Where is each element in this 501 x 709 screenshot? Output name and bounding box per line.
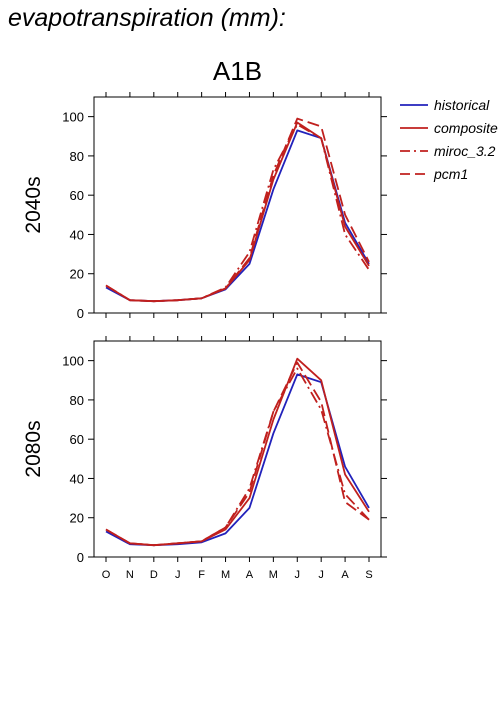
- x-tick-label: J: [175, 569, 181, 581]
- y-tick-label: 40: [70, 471, 84, 486]
- x-tick-label: F: [198, 569, 205, 581]
- x-tick-label: M: [221, 569, 230, 581]
- y-tick-label: 80: [70, 149, 84, 164]
- x-tick-label: J: [295, 569, 301, 581]
- legend-label: composite: [434, 120, 498, 136]
- y-tick-label: 60: [70, 188, 84, 203]
- legend-label: pcm1: [433, 166, 468, 182]
- legend: historical composite miroc_3.2 pcm1: [400, 97, 498, 182]
- y-tick-label: 60: [70, 432, 84, 447]
- series-line-pcm1: [105, 361, 370, 547]
- y-tick-label: 80: [70, 393, 84, 408]
- x-tick-label: A: [246, 569, 254, 581]
- y-tick-label: 20: [70, 511, 84, 526]
- y-axis-label: 2080s: [22, 420, 45, 477]
- panel-2: 2080s 0 20 40 60 80 100 O N D J F M A M J J A S: [22, 336, 387, 581]
- chart-title: A1B: [213, 56, 262, 86]
- series-line-miroc-3-2: [105, 367, 370, 547]
- panel-1: A1B 2040s 0 20 40 60 80 100: [22, 56, 387, 321]
- series-line-pcm1: [105, 117, 370, 303]
- y-tick-label: 0: [77, 306, 84, 321]
- plot-frame: [93, 96, 382, 314]
- series-line-miroc-3-2: [105, 123, 370, 303]
- series-line-composite: [105, 357, 370, 547]
- legend-label: miroc_3.2: [434, 143, 496, 159]
- legend-label: historical: [434, 97, 490, 113]
- x-tick-label: S: [365, 569, 372, 581]
- y-tick-label: 20: [70, 267, 84, 282]
- plot-frame: [93, 340, 382, 558]
- page-title: evapotranspiration (mm):: [8, 4, 286, 32]
- y-tick-label: 100: [62, 354, 84, 369]
- y-tick-label: 100: [62, 110, 84, 125]
- x-tick-label: O: [102, 569, 111, 581]
- x-tick-label: N: [126, 569, 134, 581]
- x-tick-label: D: [150, 569, 158, 581]
- x-tick-label: M: [269, 569, 278, 581]
- y-tick-label: 0: [77, 550, 84, 565]
- y-tick-label: 40: [70, 227, 84, 242]
- x-tick-label: A: [341, 569, 349, 581]
- y-axis-label: 2040s: [22, 176, 45, 233]
- x-tick-label: J: [318, 569, 324, 581]
- series-line-historical: [105, 373, 370, 547]
